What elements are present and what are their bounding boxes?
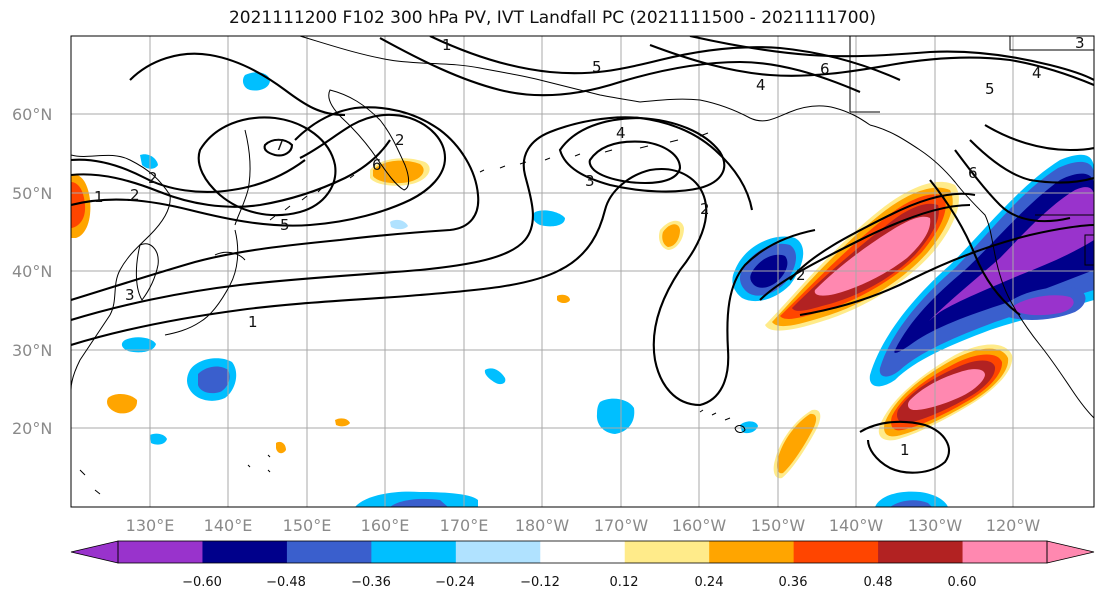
colorbar-segment <box>286 541 372 563</box>
colorbar-tick-label: −0.48 <box>266 575 306 590</box>
lon-tick: 160°W <box>672 516 727 535</box>
colorbar-tick-label: −0.36 <box>351 575 391 590</box>
lat-tick: 30°N <box>12 341 52 360</box>
graticule <box>71 36 1094 507</box>
contour-label: 3 <box>1075 34 1085 52</box>
lon-tick: 120°W <box>986 516 1041 535</box>
lon-tick: 130°W <box>908 516 963 535</box>
colorbar-min-extend-arrow <box>70 540 119 564</box>
coastlines <box>71 36 1094 495</box>
colorbar-segment <box>878 541 964 563</box>
contour-label: 1 <box>442 36 452 54</box>
contour-label: 1 <box>900 441 910 459</box>
latitude-ticks: 60°N 50°N 40°N 30°N 20°N <box>12 105 52 438</box>
colorbar-segment <box>709 541 795 563</box>
colorbar-segment <box>371 541 457 563</box>
lon-tick: 160°E <box>361 516 410 535</box>
contour-label: 5 <box>592 58 602 76</box>
contour-label: 3 <box>585 172 595 190</box>
lat-tick: 20°N <box>12 419 52 438</box>
longitude-ticks: 130°E 140°E 150°E 160°E 170°E 180°W 170°… <box>126 516 1041 535</box>
colorbar-tick-label: 0.36 <box>779 575 808 590</box>
contour-label: 2 <box>796 266 806 284</box>
colorbar-segment <box>962 541 1048 563</box>
lon-tick: 130°E <box>126 516 175 535</box>
colorbar-segment <box>793 541 879 563</box>
lon-tick: 170°W <box>594 516 649 535</box>
lon-tick: 150°W <box>751 516 806 535</box>
colorbar-segment <box>540 541 626 563</box>
colorbar-labels: −0.60 −0.48 −0.36 −0.24 −0.12 0.12 0.24 … <box>182 575 976 590</box>
contour-label: 5 <box>985 80 995 98</box>
colorbar-tick-label: −0.24 <box>435 575 475 590</box>
colorbar-tick-label: 0.24 <box>695 575 724 590</box>
contour-label: 6 <box>968 164 978 182</box>
contour-label: 7 <box>275 136 285 154</box>
lat-tick: 40°N <box>12 262 52 281</box>
colorbar-tick-label: 0.48 <box>864 575 893 590</box>
colorbar-tick-label: −0.60 <box>182 575 222 590</box>
contour-label: 3 <box>125 286 135 304</box>
colorbar-tick-label: 0.60 <box>948 575 977 590</box>
colorbar-tick-label: −0.12 <box>520 575 560 590</box>
contour-label: 4 <box>756 76 766 94</box>
contour-label: 5 <box>280 216 290 234</box>
contour-label: 4 <box>616 124 626 142</box>
map-title: 2021111200 F102 300 hPa PV, IVT Landfall… <box>228 8 876 28</box>
lon-tick: 170°E <box>440 516 489 535</box>
contour-label: 6 <box>820 60 830 78</box>
colorbar-segment <box>202 541 288 563</box>
colorbar-max-extend-arrow <box>1046 540 1095 564</box>
contour-label: 6 <box>372 156 382 174</box>
contour-label: 4 <box>1032 64 1042 82</box>
lat-tick: 60°N <box>12 105 52 124</box>
lon-tick: 140°E <box>204 516 253 535</box>
contour-label: 2 <box>130 186 140 204</box>
contour-label: 1 <box>94 188 104 206</box>
colorbar-segment <box>624 541 710 563</box>
colorbar-segment <box>455 541 541 563</box>
colorbar-frame <box>117 540 1048 564</box>
lon-tick: 140°W <box>829 516 884 535</box>
lon-tick: 150°E <box>283 516 332 535</box>
contour-label: 2 <box>700 200 710 218</box>
colorbar <box>70 540 1095 564</box>
colorbar-segment <box>118 541 203 563</box>
lat-tick: 50°N <box>12 184 52 203</box>
contour-label: 2 <box>148 169 158 187</box>
contour-label: 1 <box>248 313 258 331</box>
contour-labels: 1 2 3 4 5 6 7 1 2 4 5 6 4 2 1 2 3 6 1 2 … <box>94 34 1085 459</box>
lon-tick: 180°W <box>515 516 570 535</box>
pv-contours <box>71 36 1094 474</box>
colorbar-tick-label: 0.12 <box>610 575 639 590</box>
contour-label: 2 <box>395 131 405 149</box>
